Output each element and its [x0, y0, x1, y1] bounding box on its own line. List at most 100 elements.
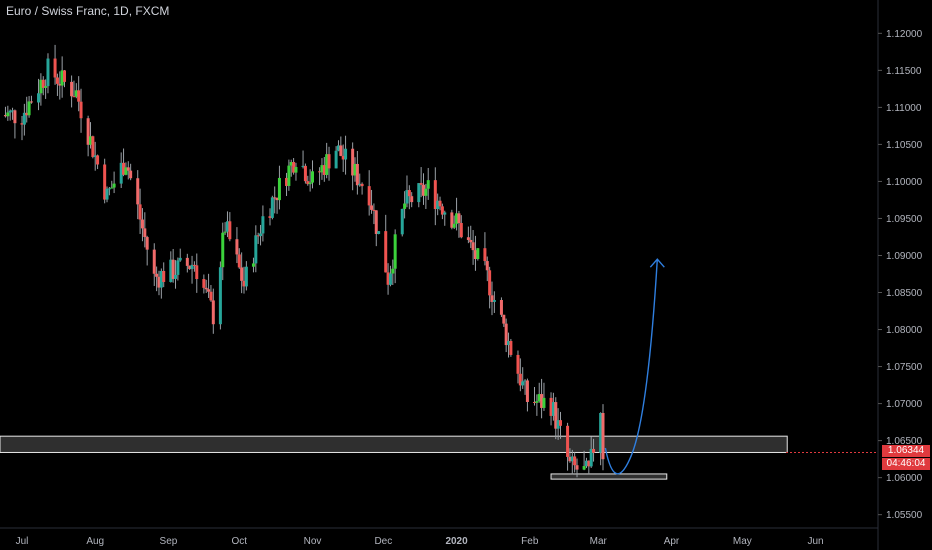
- candle-body: [384, 231, 388, 273]
- last-price-label: 1.06344: [882, 445, 930, 457]
- candle-body: [44, 86, 48, 88]
- candle-body: [334, 150, 338, 169]
- price-tick-label: 1.05500: [886, 510, 923, 521]
- candle-body: [188, 265, 192, 270]
- candle-body: [207, 289, 211, 292]
- candle-body: [22, 112, 26, 125]
- price-tick-label: 1.12000: [886, 29, 923, 40]
- time-tick-label: Feb: [521, 536, 539, 547]
- candle-body: [91, 136, 95, 157]
- candle-body: [523, 380, 527, 382]
- candle-body: [358, 183, 362, 186]
- candle-body: [558, 420, 562, 426]
- candle-body: [242, 280, 246, 287]
- projection-arrow: [604, 258, 665, 475]
- candle-body: [426, 180, 430, 189]
- candle-body: [74, 90, 78, 97]
- candle-body: [72, 96, 76, 98]
- candle-body: [256, 235, 260, 237]
- candle-body: [570, 456, 574, 462]
- time-tick-label: Sep: [160, 536, 178, 547]
- candle-body: [8, 110, 12, 113]
- candle-body: [535, 401, 539, 403]
- candle-body: [11, 110, 15, 112]
- candle-body: [540, 394, 544, 408]
- candle-body: [287, 165, 291, 186]
- candle-body: [459, 222, 463, 238]
- candle-body: [525, 380, 529, 402]
- candle-body: [440, 206, 444, 215]
- candle-body: [542, 397, 546, 408]
- candle-body: [450, 212, 454, 228]
- candle-body: [549, 397, 553, 416]
- candle-body: [195, 265, 199, 280]
- candle-body: [254, 235, 258, 264]
- time-axis[interactable]: Jul Aug Sep Oct Nov Dec 2020 Feb Mar Apr May Jun: [16, 536, 824, 547]
- candle-body: [466, 237, 470, 240]
- price-tick-label: 1.06000: [886, 473, 923, 484]
- candle-body: [275, 197, 279, 201]
- candle-body: [507, 340, 511, 346]
- candle-body: [171, 259, 175, 279]
- candle-body: [308, 182, 312, 185]
- time-tick-label: Oct: [232, 536, 248, 547]
- candle-body: [471, 242, 475, 251]
- candle-body: [129, 170, 133, 179]
- candle-body: [145, 237, 149, 250]
- candle-body: [13, 110, 17, 124]
- candle-body: [70, 81, 74, 97]
- candle-body: [322, 165, 326, 175]
- candle-body: [568, 456, 572, 462]
- candle-body: [126, 167, 130, 171]
- candle-body: [516, 354, 520, 374]
- candle-body: [159, 270, 163, 288]
- time-tick-label: Jun: [807, 536, 823, 547]
- candle-body: [490, 295, 494, 302]
- candle-body: [37, 93, 41, 103]
- candle-body: [259, 233, 263, 237]
- candle-body: [292, 162, 296, 173]
- candle-body: [112, 183, 116, 188]
- candle-body: [374, 210, 378, 234]
- candle-body: [143, 228, 147, 238]
- candle-body: [575, 465, 579, 470]
- candle-body: [403, 203, 407, 209]
- candle-body: [554, 402, 558, 429]
- candle-body: [261, 216, 265, 234]
- time-tick-label: Jul: [16, 536, 29, 547]
- candle-body: [344, 148, 348, 160]
- candle-body: [86, 118, 90, 145]
- candle-body: [405, 190, 409, 204]
- candle-body: [391, 268, 395, 274]
- candle-body: [388, 273, 392, 285]
- candle-body: [485, 261, 489, 271]
- candle-body: [27, 101, 31, 116]
- candle-body: [419, 183, 423, 185]
- projection-curve: [604, 259, 659, 475]
- candle-body: [455, 213, 459, 224]
- candle-body: [473, 250, 477, 260]
- candle-body: [60, 70, 64, 86]
- countdown-label: 04:46:04: [882, 458, 930, 470]
- candle-body: [303, 165, 307, 182]
- candle-body: [353, 163, 357, 176]
- candle-body: [566, 425, 570, 457]
- price-axis[interactable]: 1.12000 1.11500 1.11000 1.10500 1.10000 1.095…: [878, 29, 923, 521]
- candle-body: [20, 123, 24, 125]
- candle-body: [103, 164, 107, 200]
- projection-arrowhead: [649, 258, 665, 268]
- candle-body: [386, 272, 390, 285]
- candle-body: [573, 456, 577, 466]
- candle-body: [140, 219, 144, 229]
- candle-body: [367, 186, 371, 206]
- candle-body: [53, 58, 57, 78]
- candle-body: [518, 373, 522, 386]
- grid-lines: [0, 0, 879, 550]
- candle-body: [46, 58, 50, 87]
- candle-body: [162, 270, 166, 282]
- candle-body: [339, 145, 343, 156]
- candle-body: [96, 155, 100, 165]
- price-tick-label: 1.10000: [886, 177, 923, 188]
- candle-body: [155, 273, 159, 277]
